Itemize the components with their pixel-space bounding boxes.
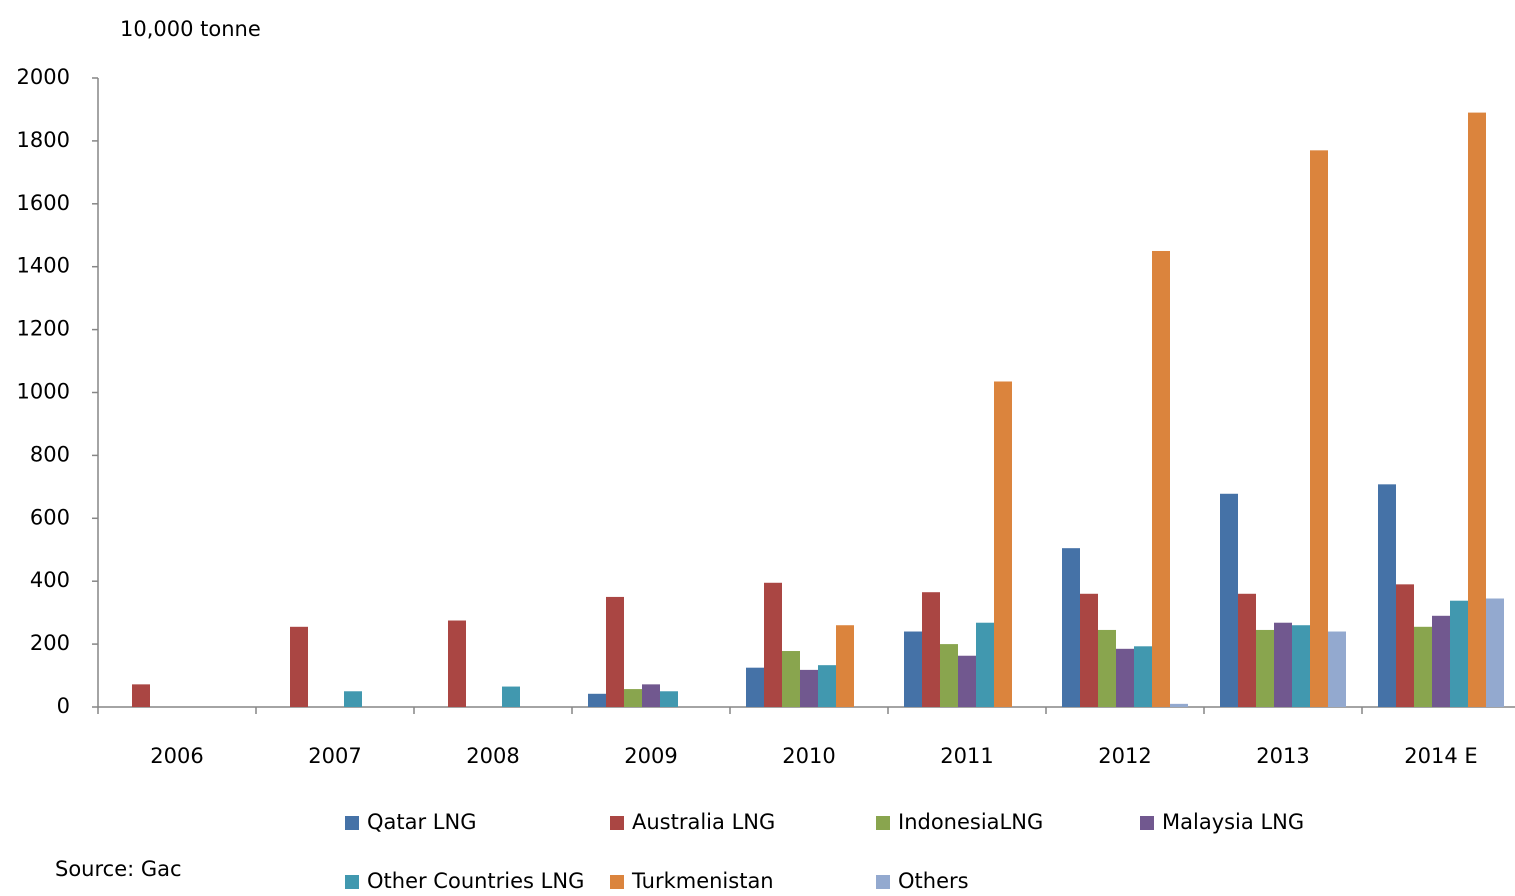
source: Source: Gac xyxy=(55,857,182,881)
y-tick-label: 600 xyxy=(30,505,70,529)
bar xyxy=(1432,615,1450,707)
bar xyxy=(1310,150,1328,707)
y-tick-label: 0 xyxy=(57,694,70,718)
bar xyxy=(660,691,678,707)
bar xyxy=(642,684,660,707)
bar xyxy=(994,381,1012,707)
y-tick-label: 1000 xyxy=(17,380,70,404)
bar xyxy=(1378,484,1396,707)
x-tick-label: 2012 xyxy=(1098,744,1151,768)
bar xyxy=(1170,703,1188,707)
x-tick-label: 2008 xyxy=(466,744,519,768)
y-tick-label: 1200 xyxy=(17,317,70,341)
legend-swatch xyxy=(610,875,624,889)
bar xyxy=(800,669,818,707)
legend-label: Other Countries LNG xyxy=(367,869,584,893)
legend-swatch xyxy=(1140,816,1154,830)
legend-label: Others xyxy=(898,869,969,893)
y-tick-label: 2000 xyxy=(17,65,70,89)
x-tick-label: 2013 xyxy=(1256,744,1309,768)
bar xyxy=(1080,593,1098,707)
legend-label: IndonesiaLNG xyxy=(898,810,1043,834)
x-tick-label: 2009 xyxy=(624,744,677,768)
x-tick-label: 2007 xyxy=(308,744,361,768)
bar xyxy=(746,667,764,707)
bar xyxy=(448,620,466,707)
bar xyxy=(818,665,836,707)
bar xyxy=(782,651,800,707)
x-tick-label: 2006 xyxy=(150,744,203,768)
bar xyxy=(976,622,994,707)
bar xyxy=(290,626,308,707)
legend-label: Australia LNG xyxy=(632,810,775,834)
bar xyxy=(836,625,854,707)
y-tick-label: 200 xyxy=(30,631,70,655)
y-tick-label: 400 xyxy=(30,568,70,592)
x-tick-label: 2010 xyxy=(782,744,835,768)
bar xyxy=(1238,593,1256,707)
legend-swatch xyxy=(876,816,890,830)
legend-label: Qatar LNG xyxy=(367,810,477,834)
y-tick-label: 1600 xyxy=(17,191,70,215)
bar xyxy=(940,644,958,707)
bar xyxy=(624,689,642,707)
bar xyxy=(764,582,782,707)
y-tick-label: 800 xyxy=(30,442,70,466)
y-tick-label: 1800 xyxy=(17,128,70,152)
bar xyxy=(344,691,362,707)
bar xyxy=(1396,584,1414,707)
bar xyxy=(1468,112,1486,708)
bar xyxy=(1062,548,1080,707)
bar xyxy=(132,684,150,707)
bar xyxy=(1414,626,1432,707)
bar xyxy=(922,592,940,707)
bar xyxy=(606,596,624,707)
bar xyxy=(588,693,606,707)
legend-swatch xyxy=(610,816,624,830)
bar xyxy=(958,655,976,707)
bar xyxy=(1152,250,1170,707)
bar xyxy=(904,631,922,707)
bar xyxy=(1486,598,1504,707)
bar xyxy=(1134,646,1152,707)
legend-swatch xyxy=(345,816,359,830)
legend-label: Malaysia LNG xyxy=(1162,810,1304,834)
bar xyxy=(1116,648,1134,707)
legend-swatch xyxy=(876,875,890,889)
x-tick-label: 2011 xyxy=(940,744,993,768)
legend-swatch xyxy=(345,875,359,889)
bar xyxy=(1256,629,1274,707)
legend-label: Turkmenistan xyxy=(631,869,774,893)
bar xyxy=(1274,622,1292,707)
bar xyxy=(1328,631,1346,707)
x-tick-label: 2014 E xyxy=(1404,744,1477,768)
bar xyxy=(502,686,520,707)
bar xyxy=(1292,625,1310,707)
bar xyxy=(1450,600,1468,707)
y-tick-label: 1400 xyxy=(17,254,70,278)
bar xyxy=(1220,493,1238,707)
bar xyxy=(1098,629,1116,707)
y-axis-label: 10,000 tonne xyxy=(120,17,261,41)
